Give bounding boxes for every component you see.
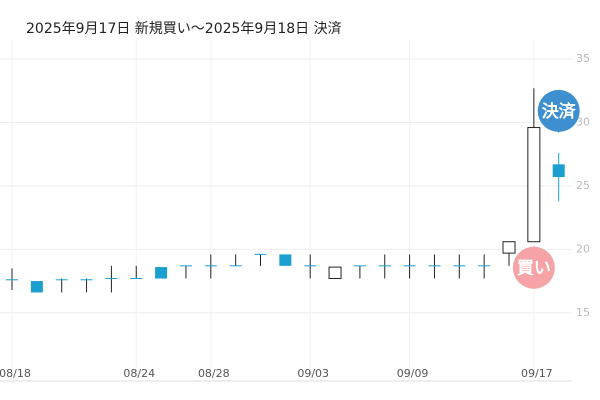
marker-label: 買い: [517, 259, 551, 279]
x-tick-label: 08/28: [198, 367, 230, 380]
candle-body: [328, 266, 342, 280]
x-tick-label: 09/17: [521, 367, 553, 380]
y-tick-label: 20: [576, 242, 590, 255]
y-tick-label: 35: [576, 52, 590, 65]
candle-body: [502, 241, 516, 254]
marker-circle: [512, 246, 555, 289]
candle-body: [30, 281, 43, 293]
candle-body: [527, 127, 541, 243]
y-tick-label: 30: [576, 115, 590, 128]
x-tick-label: 09/09: [397, 367, 429, 380]
marker-label: 決済: [542, 101, 577, 122]
candle-body: [279, 254, 292, 266]
candle-body: [552, 164, 565, 178]
x-tick-label: 09/03: [297, 367, 329, 380]
y-tick-label: 15: [576, 306, 590, 319]
x-tick-label: 08/24: [123, 367, 155, 380]
chart-title: 2025年9月17日 新規買い〜2025年9月18日 決済: [26, 21, 342, 37]
candle-body: [155, 267, 168, 279]
y-tick-label: 25: [576, 179, 590, 192]
buy-marker: 買い: [512, 245, 555, 289]
marker-circle: [537, 89, 580, 132]
exit-marker: 決済: [537, 89, 580, 133]
x-tick-label: 08/18: [0, 367, 31, 380]
